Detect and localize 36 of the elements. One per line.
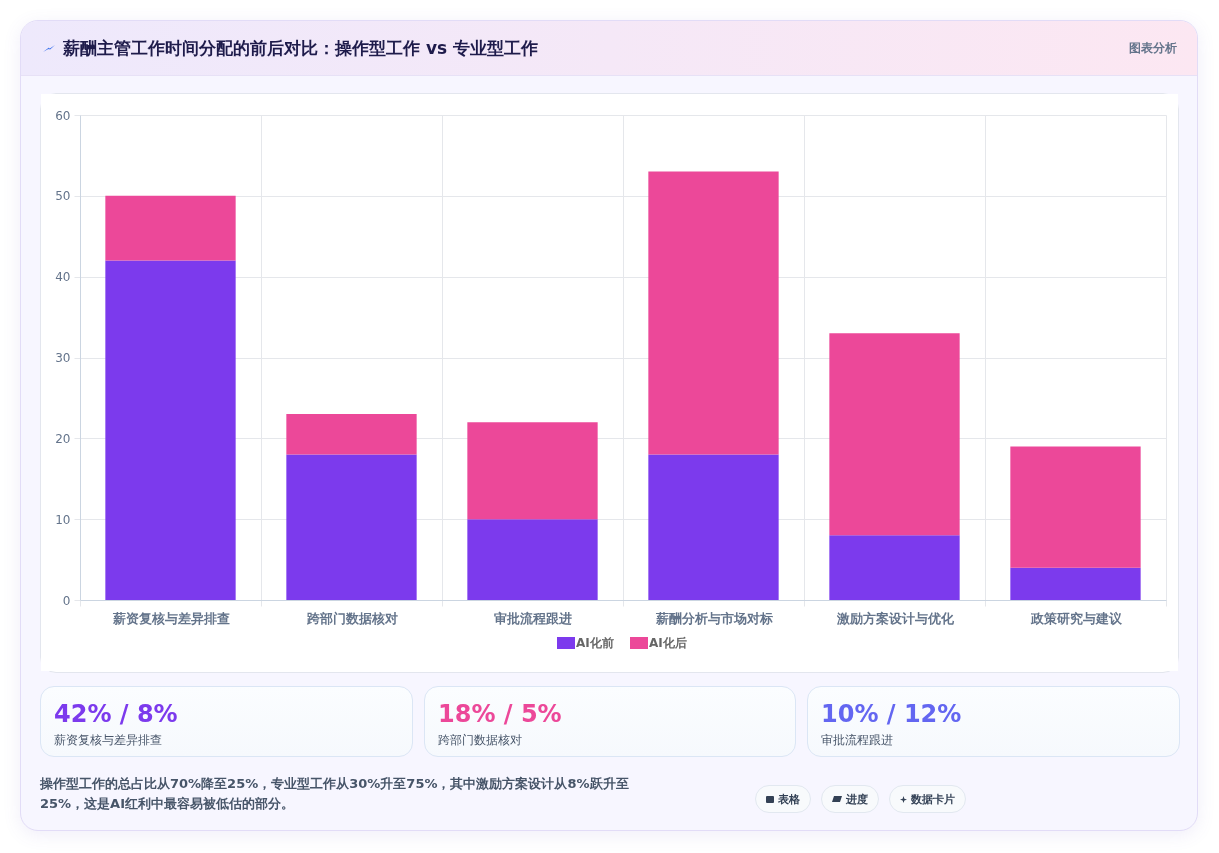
text: 10% / 12% 审批流程跟进 <box>821 699 962 748</box>
bar <box>1010 567 1141 600</box>
x-tick-label: 激励方案设计与优化 <box>835 610 955 626</box>
y-tick-label: 30 <box>55 351 71 365</box>
x-tick-label: 政策研究与建议 <box>1029 610 1123 626</box>
text: 42% / 8% 薪资复核与差异排查 <box>54 699 178 748</box>
y-tick-label: 40 <box>55 270 71 285</box>
legend-label: AI化后 <box>649 636 687 650</box>
text: 操作型工作的总占比从70%降至25%，专业型工作从30%升至75%，其中激励方案设计从8%跃升至25%，这是AI红利中最容易被低估的部分。 <box>40 775 630 813</box>
y-tick-label: 20 <box>55 431 71 446</box>
x-tick-label: 审批流程跟进 <box>494 610 572 626</box>
text: 数据卡片 <box>911 791 955 807</box>
bar <box>829 333 960 536</box>
bar <box>467 519 598 600</box>
text: 表格 <box>778 791 800 807</box>
x-tick-label: 薪资复核与差异排查 <box>111 610 230 626</box>
bar <box>105 260 236 600</box>
x-tick-label: 跨部门数据核对 <box>305 610 398 626</box>
text: 图表分析 <box>1129 40 1177 56</box>
bar <box>648 171 779 455</box>
x-tick-label: 薪酬分析与市场对标 <box>654 610 773 626</box>
bar <box>648 454 779 600</box>
legend-label: AI化前 <box>576 636 614 650</box>
bar <box>829 535 960 600</box>
y-tick-label: 50 <box>55 189 71 204</box>
text: 进度 <box>846 791 868 807</box>
y-tick-label: 10 <box>55 512 71 527</box>
bar <box>105 195 236 261</box>
y-tick-label: 0 <box>62 593 71 608</box>
y-tick-label: 60 <box>55 108 71 123</box>
text: 18% / 5% 跨部门数据核对 <box>438 699 562 748</box>
bar <box>467 422 598 520</box>
bar <box>1010 446 1141 568</box>
chart-title: 薪酬主管工作时间分配的前后对比：操作型工作 vs 专业型工作 <box>63 37 539 59</box>
bar <box>286 454 417 600</box>
bar <box>286 414 417 455</box>
